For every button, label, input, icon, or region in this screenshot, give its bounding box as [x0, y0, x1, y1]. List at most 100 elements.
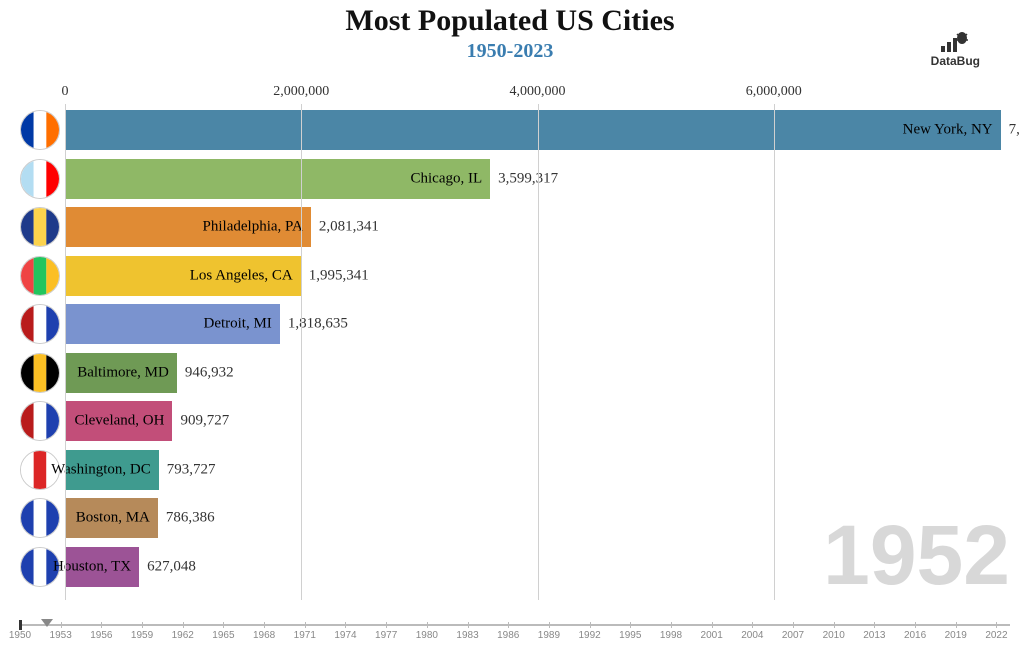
timeline-tick — [468, 622, 469, 628]
city-flag-icon — [20, 401, 60, 441]
bar-value-label: 909,727 — [180, 413, 229, 430]
timeline-tick — [264, 622, 265, 628]
bar-value-label: 627,048 — [147, 558, 196, 575]
timeline-year-label: 1989 — [538, 630, 560, 641]
timeline-tick — [915, 622, 916, 628]
timeline-tick — [183, 622, 184, 628]
timeline-track — [20, 624, 1010, 626]
timeline-tick — [101, 622, 102, 628]
timeline-tick — [996, 622, 997, 628]
timeline[interactable]: 1950195319561959196219651968197119741977… — [20, 616, 1010, 650]
bar: Cleveland, OH — [65, 401, 172, 441]
bar: Los Angeles, CA — [65, 256, 301, 296]
timeline-year-label: 1983 — [456, 630, 478, 641]
bar: Baltimore, MD — [65, 353, 177, 393]
timeline-year-label: 2019 — [945, 630, 967, 641]
timeline-year-label: 2007 — [782, 630, 804, 641]
bar: Chicago, IL — [65, 159, 490, 199]
bar: Boston, MA — [65, 498, 158, 538]
timeline-year-label: 1998 — [660, 630, 682, 641]
bar-city-label: Boston, MA — [76, 510, 150, 527]
timeline-tick — [712, 622, 713, 628]
city-flag-icon — [20, 304, 60, 344]
gridline — [65, 104, 66, 600]
bar-value-label: 2,081,341 — [319, 219, 379, 236]
timeline-year-label: 1986 — [497, 630, 519, 641]
timeline-tick — [142, 622, 143, 628]
timeline-year-label: 1971 — [294, 630, 316, 641]
bar-city-label: Chicago, IL — [411, 170, 483, 187]
timeline-tick — [305, 622, 306, 628]
bar-value-label: 786,386 — [166, 510, 215, 527]
timeline-year-label: 1953 — [50, 630, 72, 641]
x-axis: 0 2,000,000 4,000,000 6,000,000 — [65, 84, 1010, 104]
city-flag-icon — [20, 207, 60, 247]
bar-value-label: 793,727 — [167, 461, 216, 478]
title-block: Most Populated US Cities 1950-2023 — [0, 0, 1020, 63]
x-axis-label: 0 — [62, 84, 69, 100]
bar-value-label: 7,920,801 — [1009, 122, 1020, 139]
city-flag-icon — [20, 498, 60, 538]
city-flag-icon — [20, 110, 60, 150]
timeline-current-marker[interactable] — [19, 620, 22, 630]
bar-value-label: 1,995,341 — [309, 267, 369, 284]
bar: Detroit, MI — [65, 304, 280, 344]
timeline-tick — [427, 622, 428, 628]
timeline-tick — [956, 622, 957, 628]
bar: Washington, DC — [65, 450, 159, 490]
timeline-tick — [508, 622, 509, 628]
timeline-tick — [386, 622, 387, 628]
bar-value-label: 3,599,317 — [498, 170, 558, 187]
gridline — [538, 104, 539, 600]
timeline-tick — [671, 622, 672, 628]
timeline-year-label: 2004 — [741, 630, 763, 641]
timeline-year-label: 1962 — [172, 630, 194, 641]
city-flag-icon — [20, 256, 60, 296]
timeline-year-label: 1950 — [9, 630, 31, 641]
bar: Houston, TX — [65, 547, 139, 587]
current-year-display: 1952 — [823, 507, 1010, 604]
gridline — [774, 104, 775, 600]
bar-value-label: 1,818,635 — [288, 316, 348, 333]
bar-city-label: Cleveland, OH — [74, 413, 164, 430]
timeline-year-label: 2001 — [701, 630, 723, 641]
x-axis-label: 2,000,000 — [273, 84, 329, 100]
timeline-year-label: 1965 — [212, 630, 234, 641]
gridline — [301, 104, 302, 600]
timeline-year-label: 1992 — [578, 630, 600, 641]
x-axis-label: 6,000,000 — [746, 84, 802, 100]
timeline-year-label: 2022 — [985, 630, 1007, 641]
bar-city-label: Baltimore, MD — [77, 364, 169, 381]
brand-name: DataBug — [931, 54, 980, 68]
timeline-year-label: 2016 — [904, 630, 926, 641]
chart-title: Most Populated US Cities — [0, 4, 1020, 38]
bar: Philadelphia, PA — [65, 207, 311, 247]
bar-city-label: Washington, DC — [51, 461, 151, 478]
timeline-tick — [590, 622, 591, 628]
bar: New York, NY — [65, 110, 1001, 150]
bar-city-label: Los Angeles, CA — [190, 267, 293, 284]
timeline-tick — [834, 622, 835, 628]
timeline-year-label: 1995 — [619, 630, 641, 641]
city-flag-icon — [20, 159, 60, 199]
timeline-tick — [752, 622, 753, 628]
timeline-year-label: 2010 — [823, 630, 845, 641]
city-flag-icon — [20, 353, 60, 393]
bar-value-label: 946,932 — [185, 364, 234, 381]
timeline-year-label: 1956 — [90, 630, 112, 641]
timeline-playhead-icon[interactable] — [41, 619, 53, 627]
bar-city-label: New York, NY — [903, 122, 993, 139]
timeline-tick — [549, 622, 550, 628]
bar-city-label: Philadelphia, PA — [203, 219, 303, 236]
databug-icon — [939, 30, 971, 54]
bar-city-label: Detroit, MI — [203, 316, 271, 333]
timeline-tick — [345, 622, 346, 628]
timeline-tick — [61, 622, 62, 628]
timeline-tick — [223, 622, 224, 628]
timeline-year-label: 1974 — [334, 630, 356, 641]
timeline-tick — [874, 622, 875, 628]
timeline-year-label: 1977 — [375, 630, 397, 641]
chart-subtitle: 1950-2023 — [0, 40, 1020, 63]
timeline-year-label: 1980 — [416, 630, 438, 641]
x-axis-label: 4,000,000 — [510, 84, 566, 100]
